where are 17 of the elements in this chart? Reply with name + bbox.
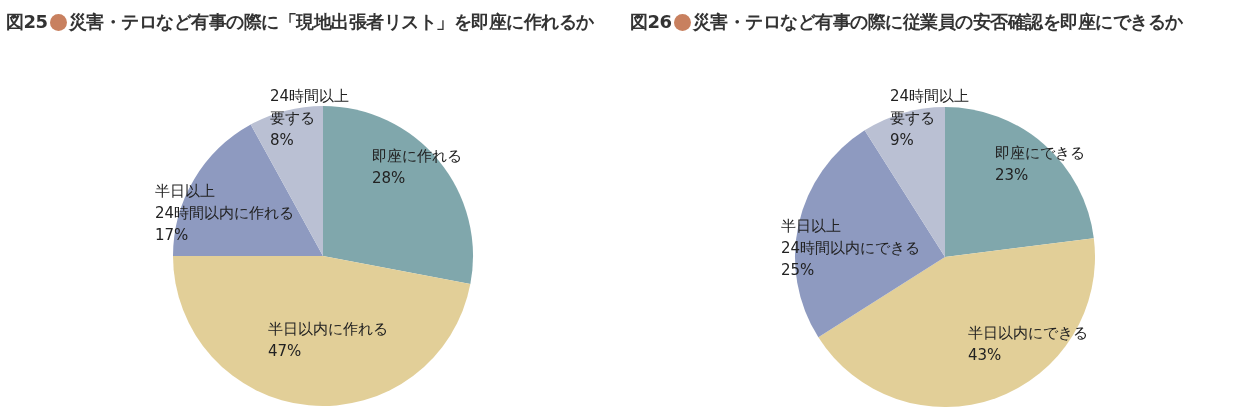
chart-title: 災害・テロなど有事の際に従業員の安否確認を即座にできるか (692, 10, 1183, 34)
slice-label: 24時間以上要する (890, 87, 970, 128)
data-label: 17% (155, 226, 189, 245)
data-label: 43% (968, 346, 1002, 365)
data-label: 23% (995, 166, 1029, 185)
chart-title: 災害・テロなど有事の際に「現地出張者リスト」を即座に作れるか (68, 10, 594, 34)
data-label: 8% (270, 131, 294, 150)
data-label: 9% (890, 131, 914, 150)
slice-label: 即座にできる (995, 144, 1085, 163)
slice-label: 24時間以上要する (270, 87, 350, 128)
slice-label: 半日以内にできる (968, 324, 1088, 343)
slice-label: 即座に作れる (372, 147, 462, 166)
caption: 図25 (6, 10, 48, 34)
data-label: 47% (268, 342, 302, 361)
caption: 図26 (630, 10, 672, 34)
slice-label: 半日以内に作れる (268, 320, 388, 339)
data-label: 28% (372, 169, 406, 188)
